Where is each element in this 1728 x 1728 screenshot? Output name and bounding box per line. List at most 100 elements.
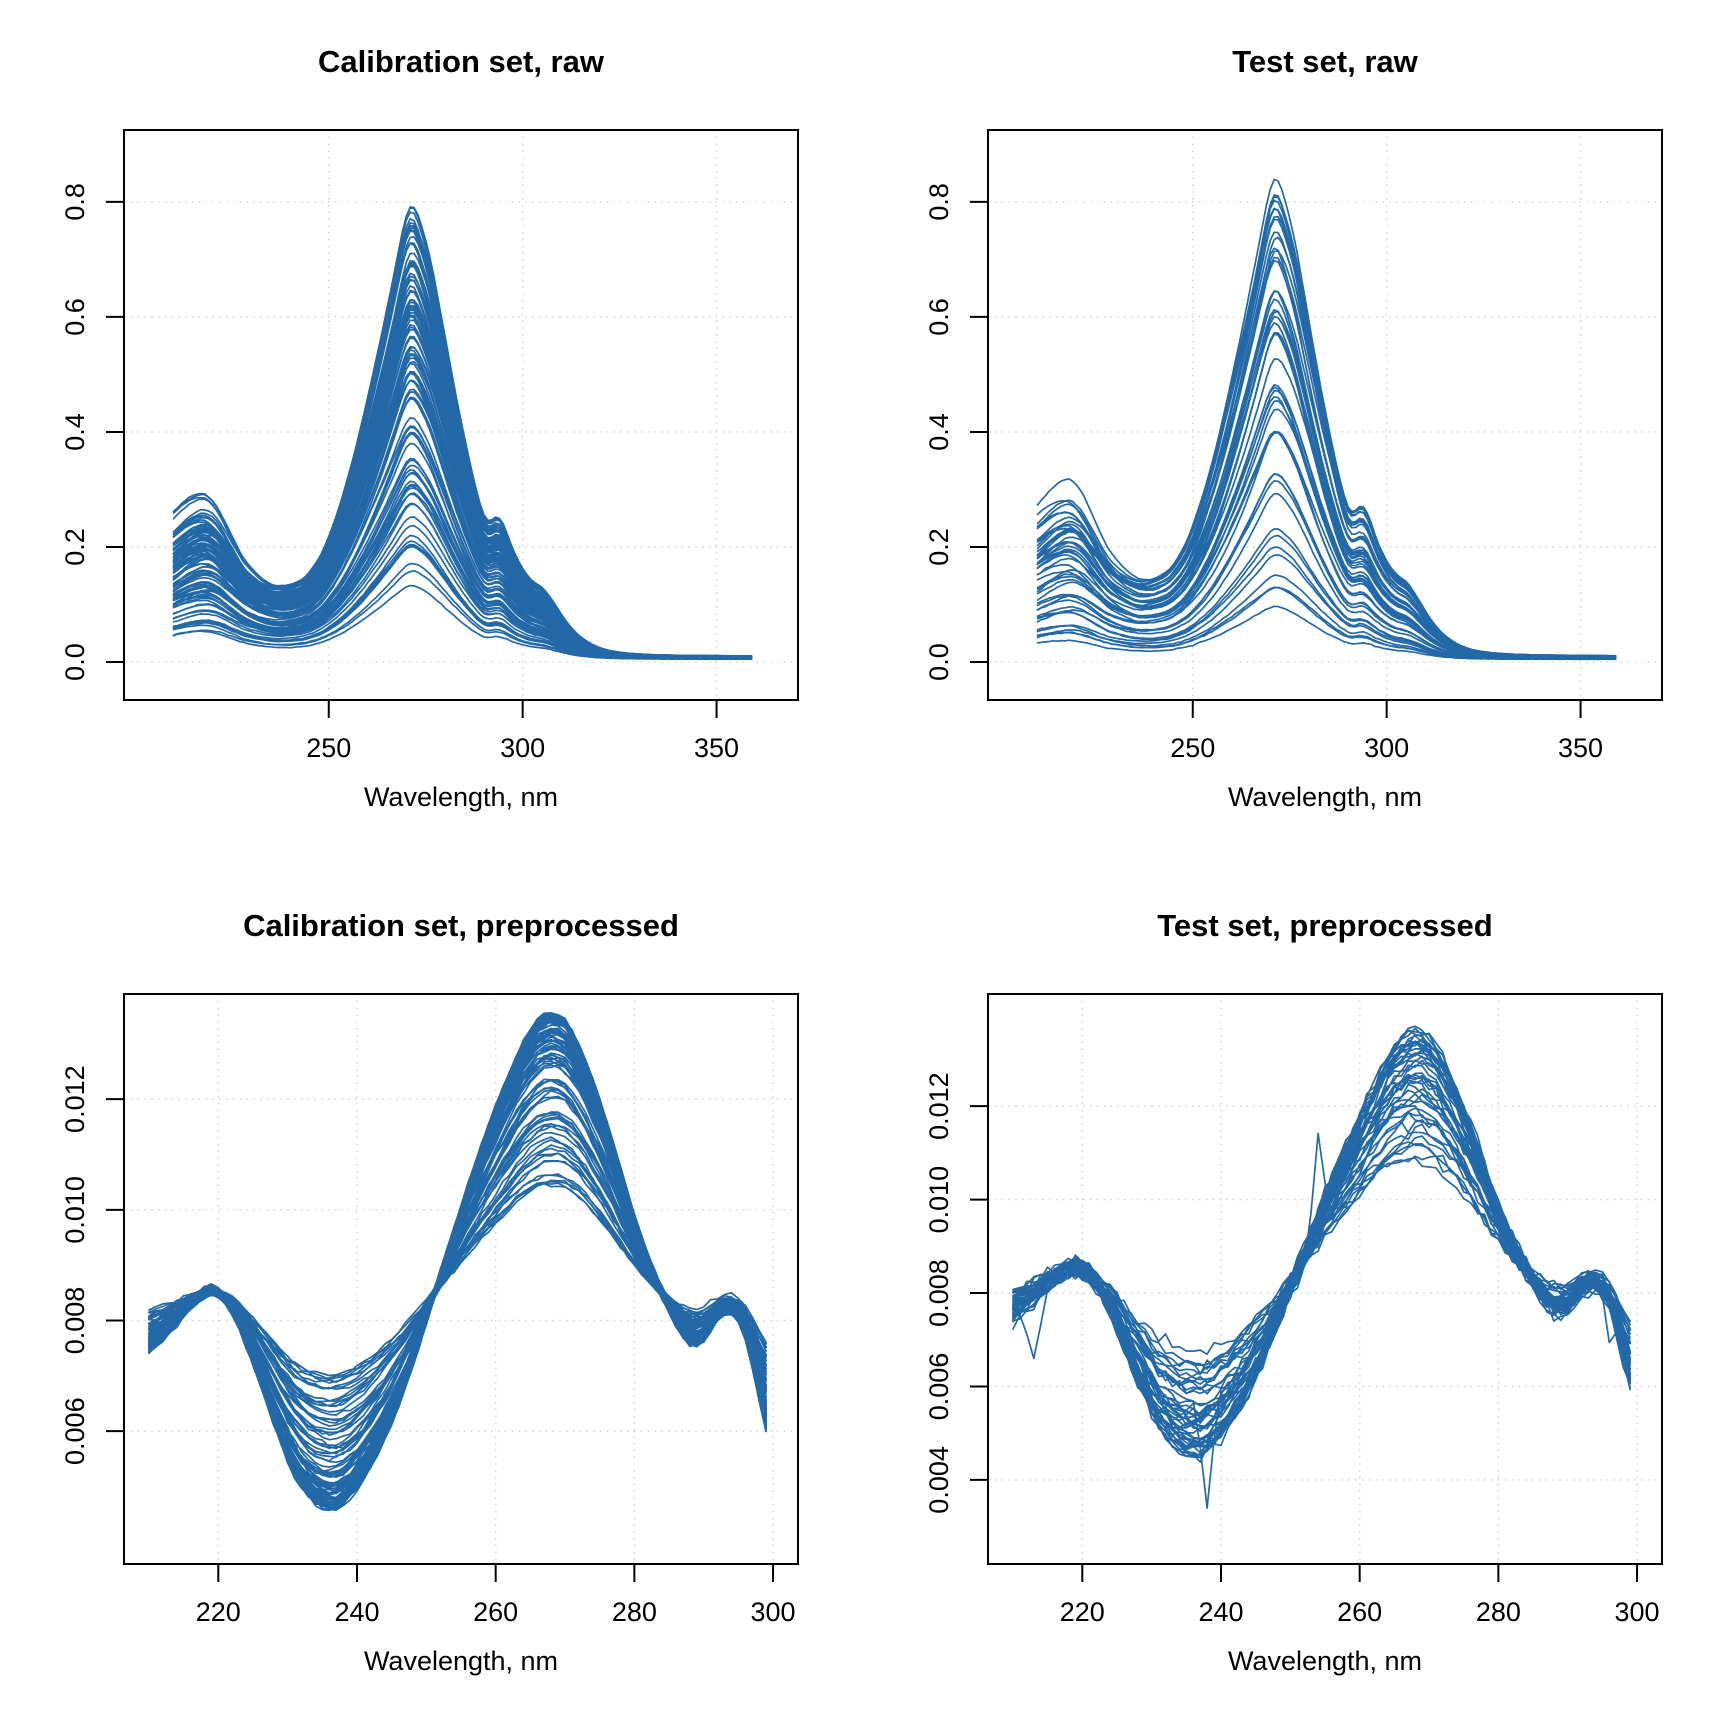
- spectrum-line: [148, 1056, 767, 1479]
- spectrum-line: [1036, 473, 1617, 660]
- spectrum-line: [172, 222, 753, 657]
- spectrum-line: [148, 1152, 767, 1407]
- spectrum-line: [172, 379, 753, 659]
- x-axis-label: Wavelength, nm: [364, 1646, 558, 1676]
- x-tick-label: 240: [334, 1597, 379, 1627]
- x-tick-label: 300: [1615, 1597, 1660, 1627]
- y-tick-label: 0.0: [60, 643, 90, 681]
- spectrum-line: [1012, 1107, 1631, 1391]
- spectrum-line: [148, 1123, 767, 1422]
- panel-title: Test set, raw: [1232, 44, 1418, 79]
- spectrum-line: [148, 1111, 767, 1435]
- spectrum-line: [1012, 1143, 1631, 1370]
- spectrum-line: [172, 493, 753, 660]
- calibration-preprocessed-chart: 220 240 260 280 300 0.006 0.008 0.010 0.012 Cali…: [60, 908, 799, 1676]
- spectrum-line: [148, 1095, 767, 1449]
- spectrum-line: [148, 1131, 767, 1424]
- spectra-lines: [148, 1012, 767, 1512]
- x-tick-label: 260: [1337, 1597, 1382, 1627]
- x-axis-label: Wavelength, nm: [1228, 782, 1422, 812]
- axis-ticks: 250 300 350 0.0 0.2 0.4 0.6 0.8: [924, 183, 1603, 763]
- y-tick-label: 0.8: [60, 183, 90, 221]
- spectrum-line: [148, 1182, 767, 1383]
- x-tick-label: 300: [751, 1597, 796, 1627]
- spectrum-line: [148, 1078, 767, 1462]
- spectrum-line: [1036, 322, 1617, 658]
- y-tick-label: 0.8: [924, 183, 954, 221]
- calibration-raw-chart: 250 300 350 0.0 0.2 0.4 0.6 0.8 Calibration set…: [60, 44, 799, 812]
- spectra-lines: [172, 206, 753, 660]
- spectrum-line: [1012, 1141, 1631, 1376]
- x-tick-label: 260: [473, 1597, 518, 1627]
- x-tick-label: 240: [1198, 1597, 1243, 1627]
- y-tick-label: 0.6: [924, 298, 954, 336]
- spectrum-line: [148, 1139, 767, 1407]
- spectrum-line: [148, 1152, 767, 1402]
- panel-title: Test set, preprocessed: [1157, 908, 1492, 943]
- y-tick-label: 0.2: [60, 528, 90, 566]
- axis-ticks: 250 300 350 0.0 0.2 0.4 0.6 0.8: [60, 183, 739, 763]
- spectrum-line: [148, 1125, 767, 1416]
- spectrum-line: [1036, 259, 1617, 658]
- spectrum-line: [148, 1115, 767, 1427]
- spectrum-line: [1012, 1079, 1631, 1419]
- spectrum-line: [148, 1147, 767, 1408]
- test-raw-chart: 250 300 350 0.0 0.2 0.4 0.6 0.8 Test set, raw W…: [924, 44, 1663, 812]
- spectra-lines: [1036, 178, 1617, 661]
- spectrum-line: [1012, 1079, 1631, 1423]
- spectrum-line: [172, 397, 753, 659]
- panel-title: Calibration set, preprocessed: [243, 908, 679, 943]
- spectrum-line: [148, 1174, 767, 1384]
- spectrum-line: [148, 1182, 767, 1377]
- y-tick-label: 0.4: [60, 413, 90, 451]
- x-tick-label: 280: [1476, 1597, 1521, 1627]
- spectrum-line: [1012, 1040, 1631, 1457]
- plot-border: [123, 129, 799, 701]
- spectrum-line: [1012, 1073, 1631, 1427]
- spectrum-line: [1012, 1072, 1631, 1424]
- spectra-lines: [1012, 1025, 1631, 1509]
- spectrum-line: [1012, 1093, 1631, 1412]
- y-tick-label: 0.012: [60, 1065, 90, 1133]
- gridlines: [124, 994, 798, 1564]
- x-axis-label: Wavelength, nm: [364, 782, 558, 812]
- spectrum-line: [1012, 1135, 1631, 1375]
- y-tick-label: 0.010: [60, 1176, 90, 1244]
- x-tick-label: 350: [694, 733, 739, 763]
- x-tick-label: 220: [1060, 1597, 1105, 1627]
- test-preprocessed-chart: 220 240 260 280 300 0.004 0.006 0.008 0.010 0.012…: [924, 908, 1663, 1676]
- spectrum-line: [148, 1159, 767, 1390]
- spectrum-line: [1036, 332, 1617, 658]
- x-tick-label: 300: [1364, 733, 1409, 763]
- spectrum-line: [148, 1117, 767, 1431]
- y-tick-label: 0.012: [924, 1072, 954, 1140]
- spectrum-line: [1012, 1041, 1631, 1459]
- x-axis-label: Wavelength, nm: [1228, 1646, 1422, 1676]
- y-tick-label: 0.4: [924, 413, 954, 451]
- spectrum-line: [1036, 553, 1617, 660]
- spectrum-line: [1012, 1155, 1631, 1367]
- x-tick-label: 250: [1170, 733, 1215, 763]
- spectrum-line: [1012, 1157, 1631, 1356]
- axis-ticks: 220 240 260 280 300 0.006 0.008 0.010 0.012: [60, 1065, 796, 1627]
- spectrum-line: [1012, 1064, 1631, 1434]
- spectrum-line: [1012, 1074, 1631, 1416]
- x-tick-label: 300: [500, 733, 545, 763]
- spectrum-line: [148, 1088, 767, 1455]
- spectrum-line: [1012, 1048, 1631, 1449]
- plot-border: [987, 129, 1663, 701]
- panel-title: Calibration set, raw: [318, 44, 605, 79]
- spectrum-line: [148, 1144, 767, 1403]
- spectrum-line: [1012, 1038, 1631, 1459]
- spectrum-line: [148, 1180, 767, 1381]
- spectrum-line: [1036, 586, 1617, 661]
- spectrum-line: [1012, 1088, 1631, 1419]
- y-tick-label: 0.008: [924, 1259, 954, 1327]
- panel-calibration-raw: 250 300 350 0.0 0.2 0.4 0.6 0.8 Calibration set…: [0, 0, 864, 864]
- spectrum-line: [1012, 1079, 1631, 1424]
- gridlines: [124, 130, 798, 700]
- plot-border: [987, 993, 1663, 1565]
- y-tick-label: 0.008: [60, 1287, 90, 1355]
- spectrum-line: [148, 1078, 767, 1455]
- spectrum-line: [1012, 1105, 1631, 1395]
